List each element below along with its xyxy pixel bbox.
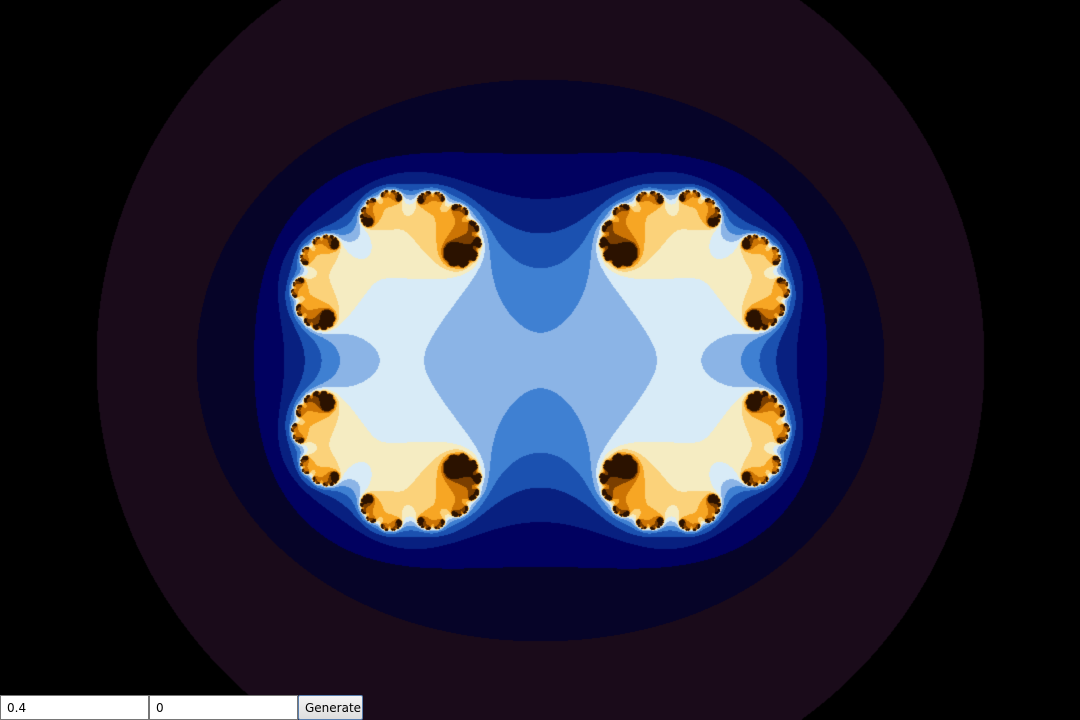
control-bar: Generate xyxy=(0,695,363,720)
imaginary-part-input[interactable] xyxy=(149,695,298,720)
real-part-input[interactable] xyxy=(0,695,149,720)
generate-button[interactable]: Generate xyxy=(298,695,363,720)
